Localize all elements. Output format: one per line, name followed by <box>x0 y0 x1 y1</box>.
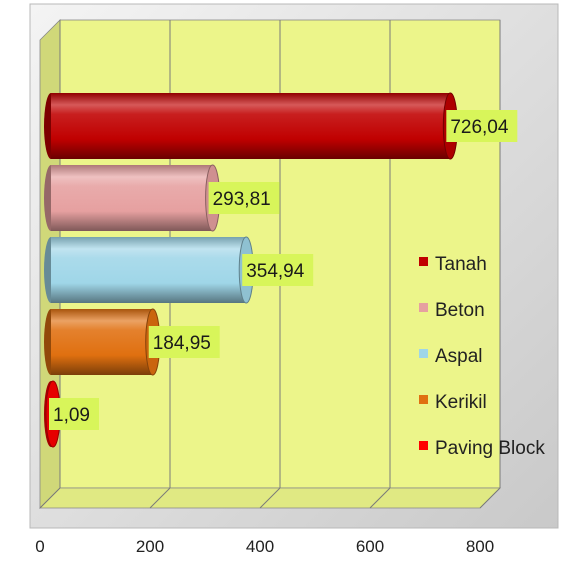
tick-label: 400 <box>246 537 274 556</box>
gridline-floor <box>479 487 501 509</box>
legend-entry: Tanah <box>435 254 487 275</box>
bar-body <box>51 93 451 159</box>
gridline-floor <box>369 487 391 509</box>
data-label-box <box>242 254 314 286</box>
legend-entry: Beton <box>435 300 485 321</box>
gridline-floor <box>149 487 171 509</box>
legend-entry: Paving Block <box>435 438 545 459</box>
legend-swatch <box>419 303 428 312</box>
tick-label: 200 <box>136 537 164 556</box>
bar-body <box>51 309 153 375</box>
legend-swatch <box>419 395 428 404</box>
gridline-floor <box>259 487 281 509</box>
tick-label: 0 <box>35 537 44 556</box>
legend-entry: Kerikil <box>435 392 487 413</box>
tick-label: 800 <box>466 537 494 556</box>
data-label: 354,94 <box>246 261 305 282</box>
data-label: 726,04 <box>450 117 509 138</box>
legend-swatch <box>419 349 428 358</box>
data-label: 1,09 <box>53 405 90 426</box>
legend-swatch <box>419 441 428 450</box>
bar-body <box>51 237 247 303</box>
data-label-box <box>49 398 99 430</box>
tick-label: 600 <box>356 537 384 556</box>
legend-entry: Aspal <box>435 346 483 367</box>
data-label-box <box>148 326 220 358</box>
bar-body <box>51 165 213 231</box>
legend-swatch <box>419 257 428 266</box>
data-label: 184,95 <box>153 333 211 354</box>
data-label-box <box>446 110 518 142</box>
data-label-box <box>208 182 280 214</box>
data-label: 293,81 <box>213 189 271 210</box>
gridline-floor <box>39 487 61 509</box>
